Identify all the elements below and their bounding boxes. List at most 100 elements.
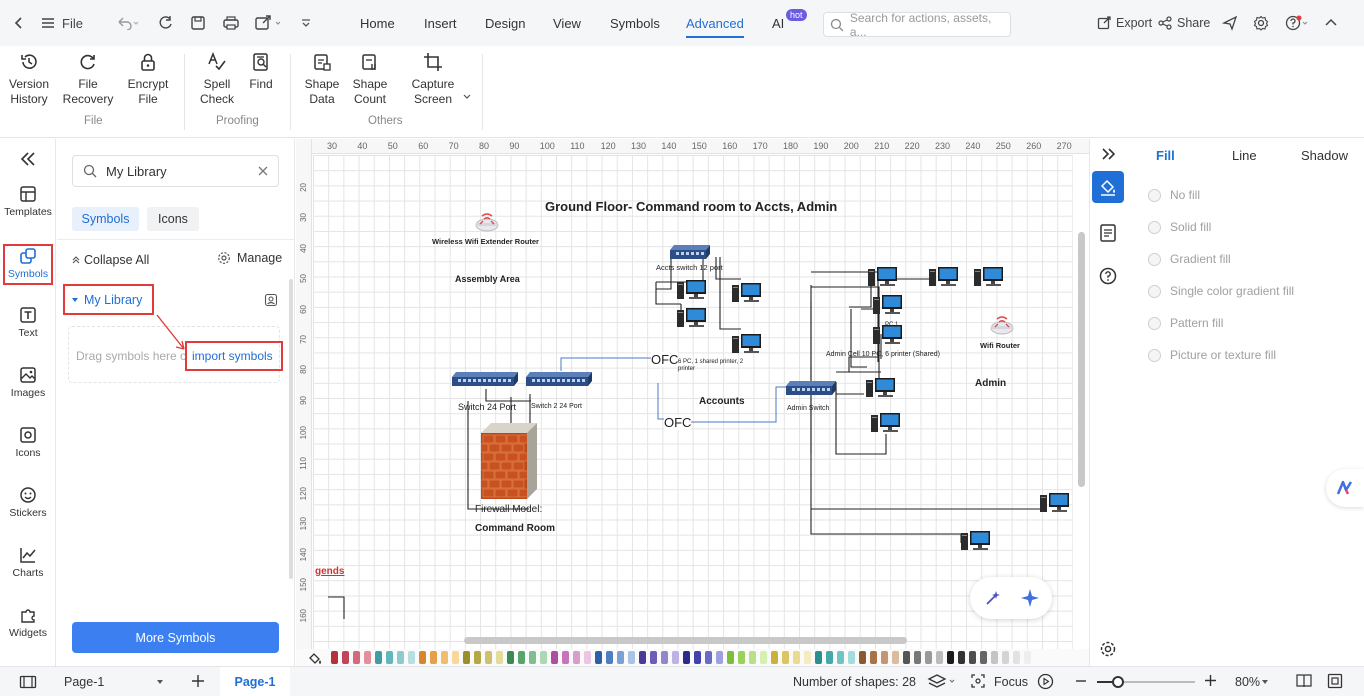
sidebar-item-stickers[interactable]: Stickers (0, 486, 56, 519)
color-swatch[interactable] (903, 651, 910, 664)
search-input[interactable]: Search for actions, assets, a... (823, 11, 1011, 39)
tab-icons[interactable]: Icons (147, 207, 199, 231)
color-swatch[interactable] (496, 651, 503, 664)
menu-home[interactable]: Home (360, 16, 395, 31)
assembly-area-label[interactable]: Assembly Area (455, 274, 520, 284)
tab-symbols[interactable]: Symbols (72, 207, 139, 231)
library-user-icon[interactable] (264, 293, 278, 307)
clear-icon[interactable] (257, 165, 269, 177)
color-swatch[interactable] (705, 651, 712, 664)
color-swatch[interactable] (606, 651, 613, 664)
color-swatch[interactable] (716, 651, 723, 664)
color-swatch[interactable] (925, 651, 932, 664)
accts-note-label[interactable]: 6 PC, 1 shared printer, 2 printer (678, 359, 744, 372)
shape-count-button[interactable]: Shape Count (348, 52, 392, 107)
print-button[interactable] (222, 12, 240, 34)
computer-icon[interactable] (1040, 492, 1070, 514)
sidebar-item-images[interactable]: Images (0, 366, 56, 399)
import-symbols-link[interactable]: import symbols (192, 349, 273, 363)
tab-line[interactable]: Line (1232, 148, 1257, 163)
color-swatch[interactable] (507, 651, 514, 664)
fill-bucket-icon[interactable] (308, 651, 324, 665)
color-swatch[interactable] (749, 651, 756, 664)
color-swatch[interactable] (683, 651, 690, 664)
sidebar-item-icons[interactable]: Icons (0, 426, 56, 459)
capture-screen-button[interactable]: Capture Screen (406, 52, 460, 107)
caret-down-icon[interactable] (1261, 679, 1269, 685)
export-quick-button[interactable] (254, 12, 284, 34)
legends-label[interactable]: gends (315, 566, 345, 577)
color-swatch[interactable] (782, 651, 789, 664)
diagram-title[interactable]: Ground Floor- Command room to Accts, Adm… (545, 199, 838, 214)
drop-zone[interactable]: Drag symbols here o import symbols (68, 326, 280, 383)
color-swatch[interactable] (595, 651, 602, 664)
menu-design[interactable]: Design (485, 16, 526, 31)
color-swatch[interactable] (628, 651, 635, 664)
color-swatch[interactable] (793, 651, 800, 664)
color-swatch[interactable] (936, 651, 943, 664)
panel-scrollbar[interactable] (289, 279, 293, 579)
color-swatch[interactable] (881, 651, 888, 664)
color-swatch[interactable] (870, 651, 877, 664)
color-swatch[interactable] (584, 651, 591, 664)
color-swatch[interactable] (353, 651, 360, 664)
color-swatch[interactable] (1002, 651, 1009, 664)
wifi-router-label[interactable]: Wifi Router (980, 341, 1020, 350)
color-swatch[interactable] (815, 651, 822, 664)
collapse-ribbon-button[interactable] (1324, 12, 1338, 34)
color-swatch[interactable] (672, 651, 679, 664)
pc1-label[interactable]: PC 1 (885, 322, 899, 328)
zoom-slider[interactable] (1097, 676, 1195, 688)
computer-icon[interactable] (873, 294, 903, 316)
fill-option-pattern[interactable]: Pattern fill (1148, 316, 1223, 330)
file-recovery-button[interactable]: File Recovery (62, 52, 114, 107)
color-swatch[interactable] (617, 651, 624, 664)
admin-switch-label[interactable]: Admin Switch (787, 405, 830, 412)
color-swatch[interactable] (551, 651, 558, 664)
color-swatch[interactable] (991, 651, 998, 664)
collapse-panel-icon[interactable] (19, 151, 37, 167)
zoom-level[interactable]: 80% (1235, 675, 1261, 689)
color-swatch[interactable] (386, 651, 393, 664)
settings-button[interactable] (1253, 12, 1269, 34)
computer-icon[interactable] (871, 412, 901, 434)
export-button[interactable]: Export (1097, 12, 1152, 34)
fill-option-single-gradient[interactable]: Single color gradient fill (1148, 284, 1294, 298)
spell-check-button[interactable]: Spell Check (195, 52, 239, 107)
wifi-router-icon[interactable] (989, 314, 1015, 336)
tab-shadow[interactable]: Shadow (1301, 148, 1348, 163)
color-swatch[interactable] (342, 651, 349, 664)
computer-icon[interactable] (732, 282, 762, 304)
magic-wand-icon[interactable] (984, 589, 1002, 607)
accts-switch-icon[interactable] (670, 242, 712, 262)
diagram-canvas[interactable]: 30 40 50 60 70 80 90 100 110 120 130 140 150 160 170 18… (296, 139, 1089, 649)
layers-icon[interactable] (927, 673, 957, 689)
version-history-button[interactable]: Version History (4, 52, 54, 107)
send-button[interactable] (1222, 12, 1238, 34)
caret-down-icon[interactable] (156, 679, 164, 685)
manage-button[interactable]: Manage (217, 251, 282, 265)
zoom-in-icon[interactable] (1204, 674, 1217, 687)
play-icon[interactable] (1037, 673, 1054, 690)
color-swatch[interactable] (804, 651, 811, 664)
color-swatch[interactable] (771, 651, 778, 664)
computer-icon[interactable] (677, 307, 707, 329)
color-swatch[interactable] (859, 651, 866, 664)
color-swatch[interactable] (331, 651, 338, 664)
color-swatch[interactable] (639, 651, 646, 664)
save-button[interactable] (190, 12, 206, 34)
fill-option-no-fill[interactable]: No fill (1148, 188, 1200, 202)
color-swatch[interactable] (826, 651, 833, 664)
ofc-label-2[interactable]: OFC (664, 415, 692, 430)
share-button[interactable]: Share (1158, 12, 1210, 34)
help-button[interactable] (1285, 12, 1311, 34)
collapse-all-button[interactable]: Collapse All (71, 253, 149, 267)
switch-2-icon[interactable] (526, 369, 594, 389)
sidebar-item-symbols[interactable]: Symbols (0, 247, 56, 280)
sidebar-item-text[interactable]: Text (0, 306, 56, 339)
fill-option-picture[interactable]: Picture or texture fill (1148, 348, 1276, 362)
wireless-extender-label[interactable]: Wireless Wifi Extender Router (432, 237, 539, 246)
color-swatch[interactable] (650, 651, 657, 664)
fill-option-solid[interactable]: Solid fill (1148, 220, 1211, 234)
computer-icon[interactable] (929, 266, 959, 288)
